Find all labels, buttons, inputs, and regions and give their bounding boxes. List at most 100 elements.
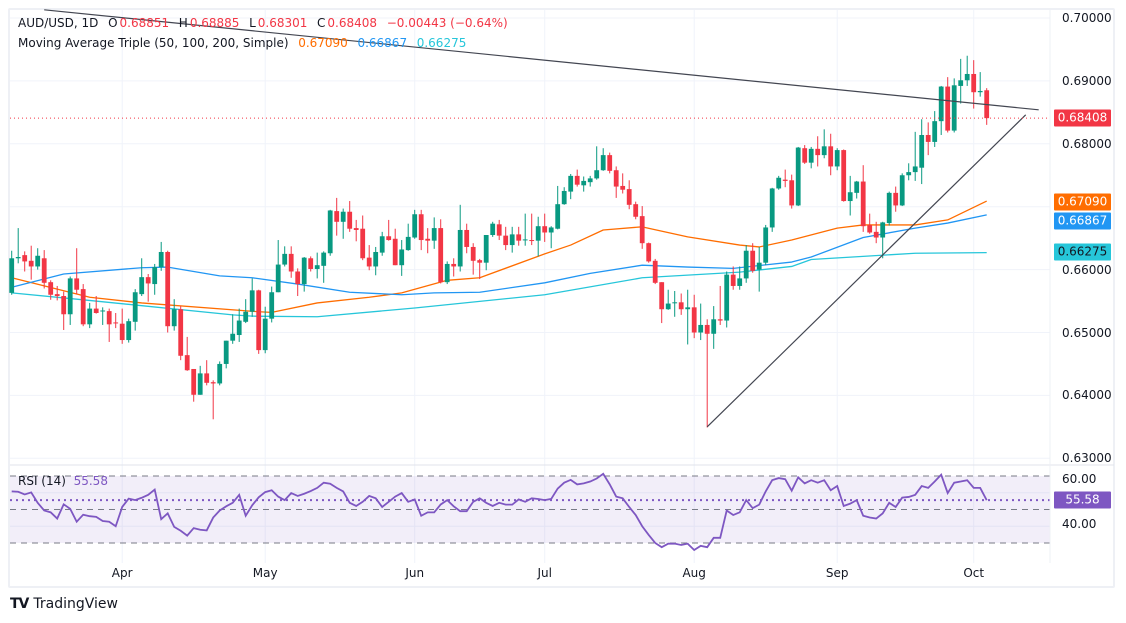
candle-body	[353, 228, 359, 230]
candle-body	[886, 192, 892, 224]
candle-body	[67, 278, 73, 315]
candle-body	[321, 252, 327, 266]
candle-body	[438, 228, 444, 283]
candle-body	[717, 319, 723, 321]
candle	[750, 243, 756, 273]
rsi-tick-label: 40.00	[1062, 517, 1097, 532]
candle	[704, 319, 710, 428]
candle	[548, 226, 554, 249]
candle-body	[80, 289, 86, 325]
candle-body	[113, 322, 119, 324]
ma-line-50	[11, 200, 987, 314]
candle	[886, 191, 892, 226]
candle	[698, 303, 704, 341]
candle-body	[15, 257, 21, 259]
candle-body	[178, 309, 184, 356]
candle	[67, 276, 73, 325]
candle-body	[951, 85, 957, 131]
candle-body	[399, 249, 405, 266]
candle	[184, 336, 190, 371]
candle	[568, 173, 574, 200]
candle-body	[132, 292, 138, 322]
candles	[9, 55, 990, 428]
candle	[301, 257, 307, 292]
candle	[314, 252, 320, 279]
candle-body	[847, 192, 853, 202]
candle-body	[431, 228, 437, 241]
candle	[477, 258, 483, 280]
candle	[113, 313, 119, 329]
candle	[763, 224, 769, 266]
candle-body	[496, 224, 502, 236]
symbol-label[interactable]: AUD/USD, 1D	[18, 16, 99, 30]
candle	[431, 217, 437, 249]
candle	[945, 77, 951, 133]
ohlc-legend: AUD/USD, 1D O 0.68851 H 0.68885 L 0.68301 C…	[18, 16, 510, 30]
trendlines[interactable]	[44, 9, 1039, 428]
candle	[581, 176, 587, 192]
candle-body	[724, 274, 730, 321]
candle-body	[457, 229, 463, 267]
trendline	[44, 9, 1039, 111]
candle	[399, 240, 405, 276]
close-value: 0.68408	[327, 16, 378, 30]
candle	[652, 258, 658, 285]
candle	[165, 250, 171, 333]
candle	[392, 228, 398, 266]
candle	[295, 268, 301, 297]
price-tick-label: 0.68000	[1062, 136, 1112, 151]
candle-body	[464, 229, 470, 247]
candle-body	[100, 310, 106, 312]
candle	[28, 245, 34, 280]
candle-body	[756, 262, 762, 270]
candle-body	[230, 333, 236, 341]
candle	[782, 169, 788, 188]
candle-body	[529, 240, 535, 242]
high-label: H	[178, 16, 188, 30]
candle-body	[249, 290, 255, 312]
ma100-badge: 0.66867	[1054, 212, 1111, 230]
candle-body	[535, 226, 541, 241]
candle-body	[477, 260, 483, 263]
candle	[847, 175, 853, 216]
ma50-value: 0.67090	[298, 36, 348, 50]
rsi-title[interactable]: RSI (14)	[18, 474, 66, 488]
candle-body	[880, 222, 886, 238]
candle-body	[828, 146, 834, 167]
candle-body	[22, 255, 28, 262]
candle-body	[600, 155, 606, 171]
candle	[100, 307, 106, 325]
ma50-badge: 0.67090	[1054, 193, 1111, 211]
candle-body	[418, 214, 424, 241]
candle	[438, 219, 444, 284]
candle-body	[308, 258, 314, 269]
candle-body	[145, 277, 151, 284]
ma-title[interactable]: Moving Average Triple (50, 100, 200, Sim…	[18, 36, 289, 50]
candle	[418, 209, 424, 251]
candle-body	[483, 235, 489, 263]
candle-body	[314, 265, 320, 269]
candle-body	[74, 278, 80, 290]
candle-body	[971, 73, 977, 93]
candle	[730, 266, 736, 290]
candle	[906, 163, 912, 181]
candle	[236, 308, 242, 342]
candle	[191, 368, 197, 402]
time-tick-label: Aug	[682, 566, 706, 580]
candle	[925, 122, 931, 156]
candle	[145, 274, 151, 302]
candle-body	[379, 236, 385, 253]
candle-body	[28, 260, 34, 267]
candle	[405, 223, 411, 251]
candle	[769, 187, 775, 232]
candle	[35, 248, 41, 270]
close-label: C	[317, 16, 326, 30]
candle	[106, 308, 112, 342]
candle-body	[197, 373, 203, 395]
tradingview-logo[interactable]: TV TradingView	[10, 596, 118, 612]
candle-body	[795, 147, 801, 206]
candle	[828, 133, 834, 176]
candle-body	[48, 282, 54, 295]
candle	[490, 221, 496, 237]
